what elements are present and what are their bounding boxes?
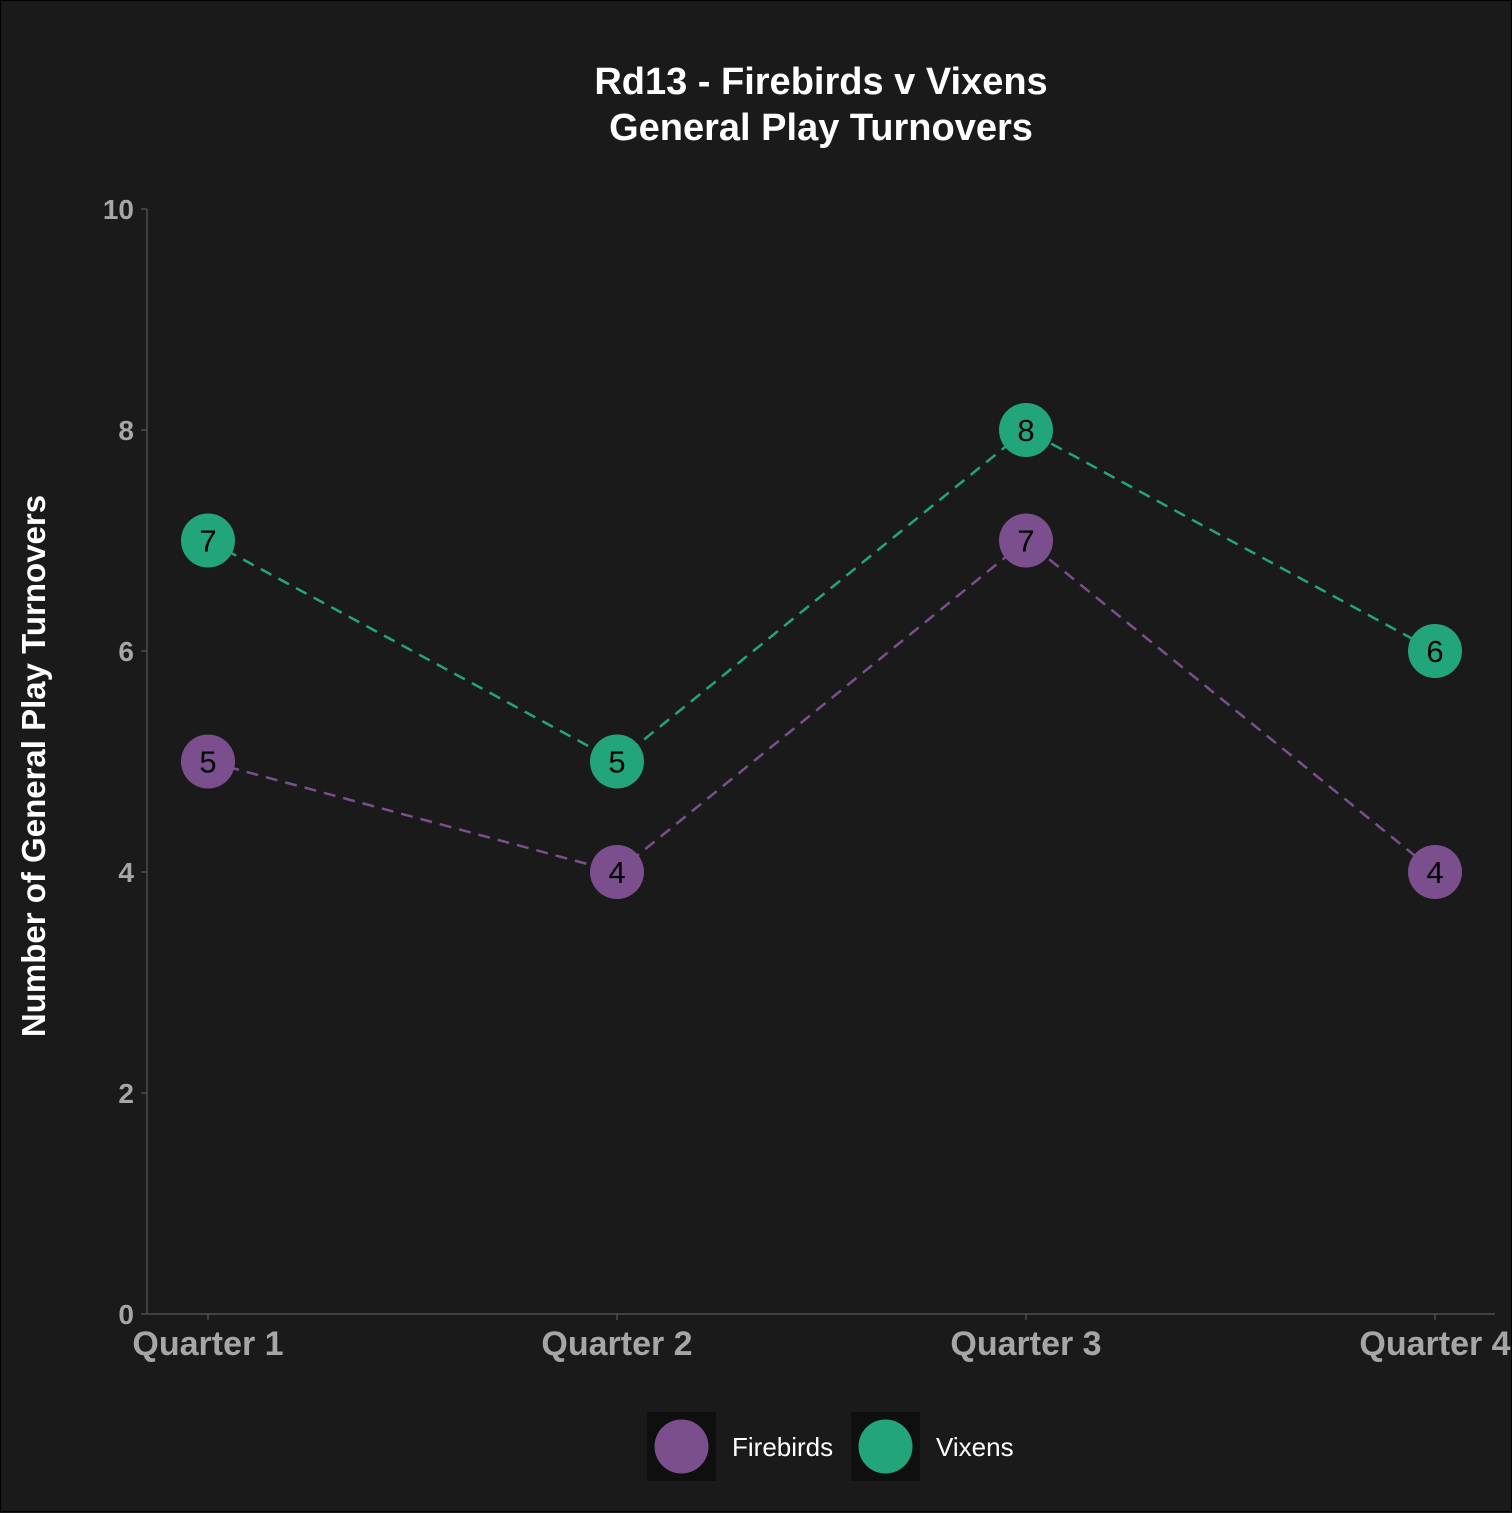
data-point-vixens <box>181 513 235 568</box>
x-tick-label: Quarter 2 <box>541 1325 692 1363</box>
data-point-vixens <box>999 403 1053 457</box>
data-point-vixens <box>590 734 644 789</box>
y-tick-label: 4 <box>118 857 134 888</box>
data-point-firebirds <box>590 845 644 899</box>
series-lines <box>207 428 1436 874</box>
data-label-firebirds: 5 <box>199 745 216 780</box>
axes: 0 2 4 6 8 10 Quarter 1 Quarter 2 Quarter 3 Quarte… <box>103 194 1511 1363</box>
legend: Firebirds Vixens <box>647 1412 1014 1481</box>
y-tick-label: 0 <box>118 1299 134 1330</box>
legend-key-vixens <box>858 1419 913 1474</box>
y-tick-label: 8 <box>118 415 134 446</box>
data-label-vixens: 6 <box>1426 634 1443 669</box>
data-label-firebirds: 4 <box>608 855 625 890</box>
x-tick-label: Quarter 3 <box>950 1325 1101 1363</box>
data-point-vixens <box>1408 624 1462 678</box>
x-tick-label: Quarter 1 <box>132 1325 283 1363</box>
series-line-vixens <box>207 428 1436 763</box>
legend-label-firebirds: Firebirds <box>732 1432 833 1462</box>
series-points: 5 4 7 4 7 5 8 6 <box>181 403 1462 899</box>
y-tick-label: 10 <box>103 194 134 225</box>
y-tick-label: 2 <box>118 1078 134 1109</box>
data-point-firebirds <box>999 513 1053 568</box>
data-label-vixens: 5 <box>608 745 625 780</box>
data-label-firebirds: 4 <box>1426 855 1443 890</box>
y-axis-label: Number of General Play Turnovers <box>15 495 52 1037</box>
data-point-firebirds <box>181 734 235 789</box>
legend-key-firebirds <box>654 1419 709 1474</box>
x-tick-label: Quarter 4 <box>1359 1325 1510 1363</box>
data-point-firebirds <box>1408 845 1462 899</box>
y-tick-label: 6 <box>118 636 134 667</box>
chart-title-line-1: Rd13 - Firebirds v Vixens <box>594 61 1047 103</box>
data-label-vixens: 7 <box>199 524 216 559</box>
chart-title-line-2: General Play Turnovers <box>609 107 1033 149</box>
legend-label-vixens: Vixens <box>936 1432 1014 1462</box>
series-line-firebirds <box>207 538 1436 874</box>
data-label-firebirds: 7 <box>1017 524 1034 559</box>
data-label-vixens: 8 <box>1017 413 1034 448</box>
